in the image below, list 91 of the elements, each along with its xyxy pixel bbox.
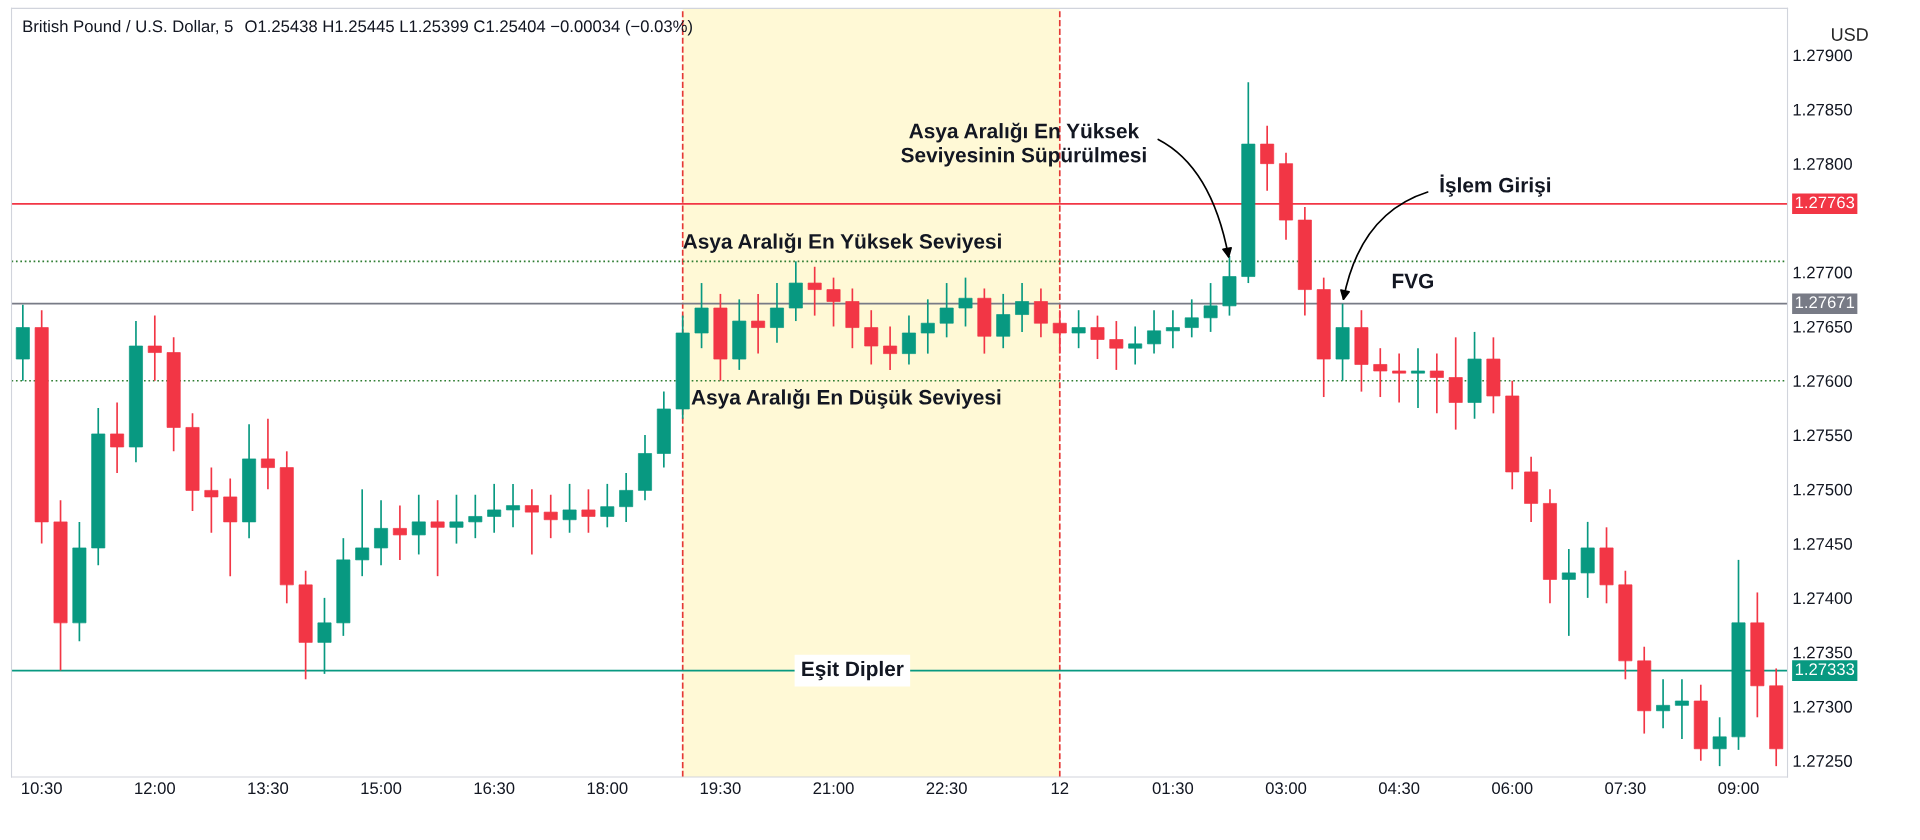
y-tick-label: 1.27350 (1793, 646, 1852, 659)
ref-line-label: 1.27333 (1795, 663, 1855, 676)
y-tick-label: 1.27550 (1793, 429, 1852, 442)
annotation: Asya Aralığı En Yüksek Seviyesi (683, 233, 1001, 254)
candlestick (411, 493, 426, 556)
y-tick-label: 1.27300 (1793, 700, 1852, 713)
candlestick (374, 499, 388, 567)
y-tick-label: 1.27500 (1793, 483, 1852, 496)
candlestick (826, 276, 841, 328)
candlestick (600, 483, 615, 529)
y-tick-label: 1.27700 (1793, 266, 1852, 279)
candlestick (1656, 678, 1671, 729)
annotation: İşlem Girişi (1440, 174, 1551, 197)
y-tick-label: 1.27900 (1793, 49, 1852, 62)
candlestick (1203, 282, 1218, 333)
candlestick (392, 504, 407, 561)
candlestick (920, 298, 935, 355)
candlestick (958, 276, 973, 328)
y-tick-label: 1.27650 (1793, 320, 1852, 333)
y-axis-title: USD (1832, 28, 1868, 41)
candlestick (1165, 309, 1180, 350)
x-tick-label: 16:30 (474, 782, 515, 795)
candlestick (543, 493, 558, 540)
candlestick (770, 282, 784, 344)
candlestick (524, 488, 539, 556)
candlestick (1109, 320, 1124, 371)
y-tick-label: 1.27850 (1793, 103, 1852, 116)
candlestick (864, 309, 879, 366)
candlestick (807, 265, 822, 317)
candlestick (1392, 352, 1407, 404)
candlestick (1429, 352, 1444, 415)
x-tick-label: 12 (1051, 782, 1069, 794)
x-tick-label: 06:00 (1492, 782, 1533, 795)
candlestick (939, 282, 954, 339)
candlestick (1184, 298, 1199, 339)
candlestick (468, 493, 483, 540)
x-tick-label: 07:30 (1605, 782, 1646, 795)
x-tick-label: 01:30 (1152, 782, 1194, 795)
x-tick-label: 15:00 (361, 782, 402, 795)
x-tick-label: 03:00 (1265, 782, 1307, 795)
y-tick-label: 1.27250 (1793, 755, 1852, 767)
candlestick (1071, 309, 1086, 350)
candlestick (1052, 309, 1067, 355)
annotation: O1.25438 H1.25445 L1.25399 C1.25404 −0.00034 (−0.03%) (245, 19, 692, 36)
candlestick (355, 488, 370, 578)
candlestick (1015, 282, 1030, 333)
candlestick (1373, 347, 1388, 398)
y-tick-label: 1.27800 (1793, 158, 1852, 170)
candlestick (1674, 678, 1689, 740)
candlestick (487, 483, 502, 534)
candlestick (1260, 124, 1275, 192)
candlestick (883, 325, 898, 371)
ref-line-label: 1.27763 (1795, 196, 1855, 209)
x-tick-label: 12:00 (135, 782, 176, 795)
x-tick-label: 18:00 (587, 782, 628, 795)
x-tick-label: 04:30 (1378, 782, 1420, 795)
candlestick (449, 493, 464, 545)
candlestick (204, 466, 219, 534)
candlestick (1411, 347, 1425, 409)
candlestick (1561, 548, 1576, 637)
candlestick (581, 488, 596, 534)
candlestick (562, 483, 577, 534)
candlestick (1712, 716, 1727, 767)
x-tick-label: 19:30 (700, 782, 741, 795)
annotation: FVG (1392, 273, 1434, 289)
candlestick (1147, 309, 1161, 355)
x-tick-label: 21:00 (813, 782, 854, 795)
candlestick (147, 314, 162, 382)
candlestick (110, 401, 125, 474)
y-tick-label: 1.27600 (1793, 375, 1852, 387)
candlestick (1090, 314, 1105, 360)
candlestick (430, 499, 445, 578)
y-tick-label: 1.27400 (1793, 592, 1852, 605)
ref-line-label: 1.27671 (1795, 296, 1855, 309)
x-tick-label: 13:30 (248, 782, 289, 795)
candlestick (506, 483, 520, 529)
x-tick-label: 22:30 (926, 782, 967, 795)
annotation: Asya Aralığı En Düşük Seviyesi (691, 389, 1001, 409)
annotation: Eşit Dipler (802, 660, 904, 681)
candlestick (260, 417, 275, 491)
candlestick (1128, 325, 1143, 366)
candlestick (996, 293, 1011, 350)
annotation: Asya Aralığı En Yüksek Seviyesinin Süpürülmesi (901, 122, 1146, 167)
x-tick-label: 10:30 (22, 782, 62, 795)
x-tick-label: 09:00 (1718, 782, 1759, 795)
text: British Pound / U.S. Dollar, 5 (23, 19, 233, 35)
candlestick (751, 293, 766, 355)
candlestick (902, 314, 916, 366)
candlestick (1033, 287, 1048, 339)
candlestick (619, 472, 634, 523)
y-tick-label: 1.27450 (1793, 538, 1852, 550)
